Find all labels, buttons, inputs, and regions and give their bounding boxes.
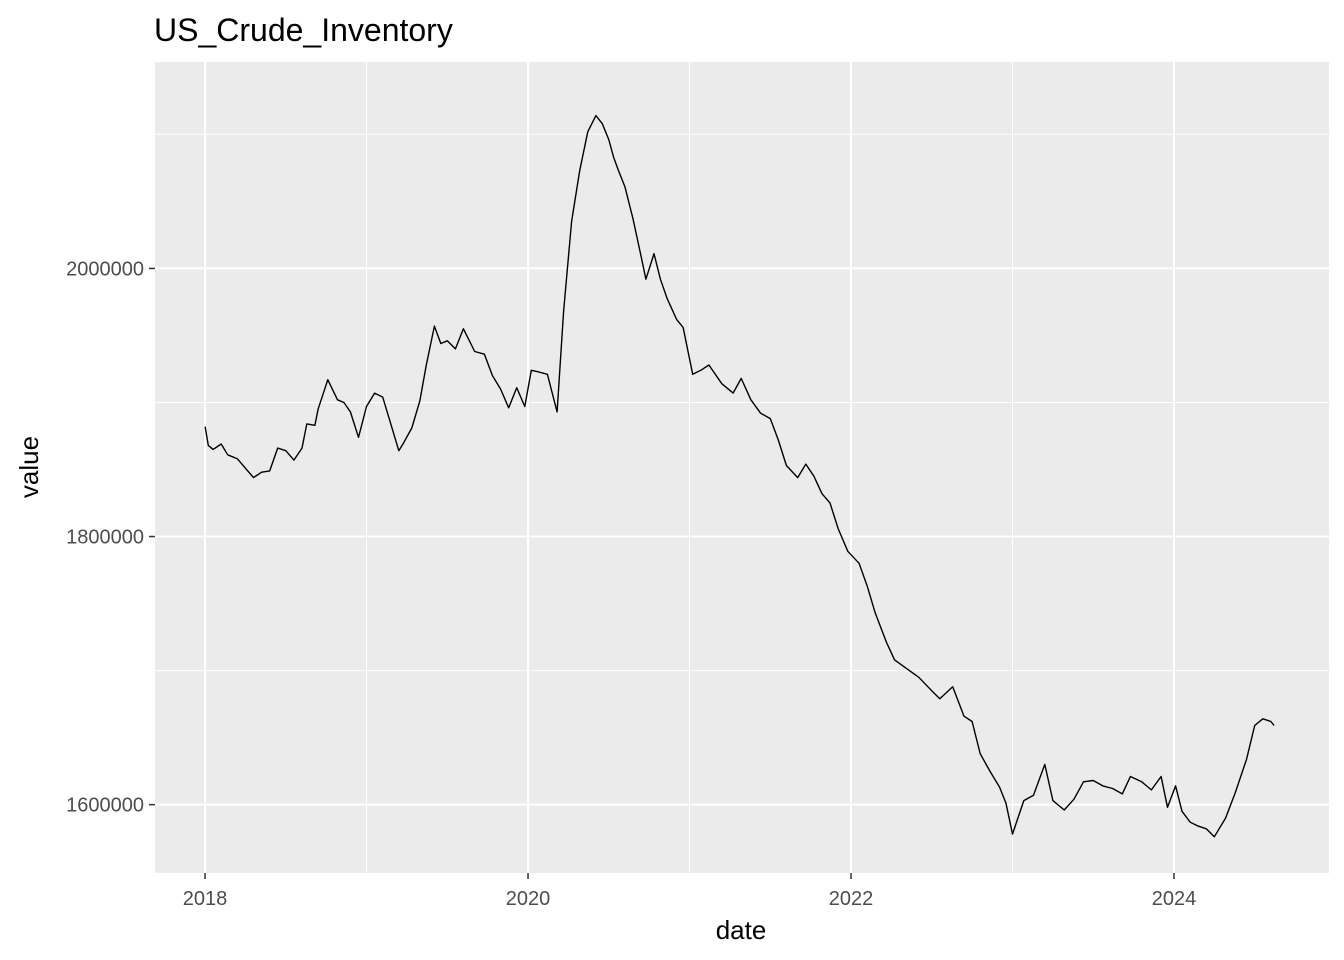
y-axis-tick-labels: 1600000 1800000 2000000 — [66, 258, 144, 816]
grid-major — [155, 62, 1329, 873]
y-tick-label: 2000000 — [66, 258, 144, 280]
series-line — [204, 114, 1275, 838]
y-axis-title: value — [14, 436, 44, 498]
y-tick-label: 1800000 — [66, 527, 144, 549]
x-tick-label: 2018 — [183, 888, 228, 910]
x-tick-label: 2024 — [1152, 888, 1197, 910]
series-layer — [204, 114, 1275, 838]
x-tick-label: 2022 — [829, 888, 874, 910]
x-tick-label: 2020 — [506, 888, 551, 910]
x-axis-tick-labels: 2018 2020 2022 2024 — [183, 888, 1196, 910]
x-axis-title: date — [716, 915, 767, 945]
chart-title: US_Crude_Inventory — [154, 12, 453, 48]
axis-ticks — [149, 267, 1175, 879]
plot-panel — [155, 62, 1329, 873]
grid-minor — [155, 62, 1329, 873]
y-tick-label: 1600000 — [66, 795, 144, 817]
